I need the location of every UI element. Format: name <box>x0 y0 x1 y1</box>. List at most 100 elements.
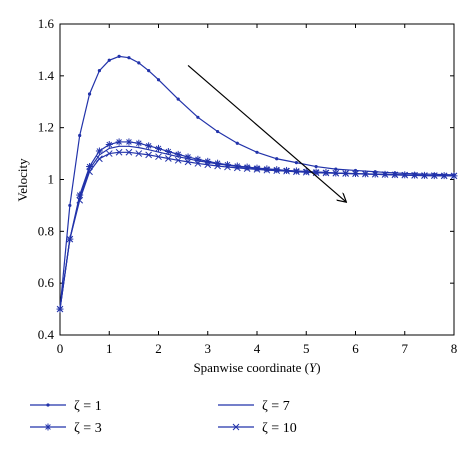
data-point-x <box>204 161 212 169</box>
data-point-x <box>66 235 74 243</box>
data-point-dot <box>275 157 279 161</box>
data-point-dot <box>147 69 151 73</box>
data-point-asterisk <box>105 141 113 149</box>
data-point-x <box>342 170 350 177</box>
y-tick-label: 1.2 <box>38 120 54 135</box>
x-axis-label: Spanwise coordinate (Y) <box>193 360 320 375</box>
data-point-dot <box>235 141 239 145</box>
data-point-dot <box>87 92 92 96</box>
data-point-x <box>440 172 448 180</box>
data-point-x <box>253 166 261 173</box>
data-point-x <box>135 150 143 157</box>
data-point-dot <box>294 161 298 165</box>
data-point-x <box>164 155 172 162</box>
data-point-dot <box>334 167 338 171</box>
y-tick-label: 0.6 <box>38 275 55 290</box>
data-point-asterisk <box>44 423 52 431</box>
x-tick-label: 6 <box>352 341 359 356</box>
data-point-x <box>430 172 438 179</box>
legend-item: ζ = 10 <box>218 421 297 436</box>
series-line <box>59 55 455 310</box>
data-point-asterisk <box>95 147 103 155</box>
data-point-x <box>233 164 241 172</box>
data-point-x <box>361 170 369 178</box>
data-point-dot <box>314 164 318 169</box>
data-point-x <box>293 168 300 176</box>
legend-label: ζ = 7 <box>262 399 290 414</box>
data-point-dot <box>176 97 180 101</box>
data-point-x <box>371 170 379 178</box>
plot-area <box>59 23 455 336</box>
series-group <box>56 54 458 313</box>
data-point-x <box>232 423 240 431</box>
legend-label: ζ = 3 <box>74 421 102 436</box>
data-point-x <box>56 305 64 313</box>
data-point-x <box>125 148 133 156</box>
data-point-x <box>174 156 182 164</box>
data-point-x <box>322 169 330 177</box>
data-point-x <box>302 168 310 176</box>
data-point-asterisk <box>125 138 133 146</box>
x-tick-label: 7 <box>402 341 409 356</box>
legend-item: ζ = 7 <box>218 399 290 414</box>
data-point-x <box>214 162 221 170</box>
data-point-dot <box>255 150 259 154</box>
y-tick-label: 0.8 <box>38 223 54 238</box>
data-point-x <box>105 150 113 157</box>
data-point-dot <box>107 58 111 62</box>
data-point-x <box>450 172 458 180</box>
data-point-x <box>421 172 428 179</box>
data-point-x <box>224 163 231 171</box>
data-point-dot <box>127 56 131 60</box>
data-point-dot <box>196 115 200 119</box>
y-tick-label: 0.4 <box>38 327 55 342</box>
data-point-x <box>283 167 290 175</box>
data-point-dot <box>117 54 121 58</box>
data-point-x <box>391 171 399 179</box>
data-point-x <box>273 167 281 175</box>
data-point-asterisk <box>135 139 143 147</box>
data-point-asterisk <box>145 142 153 150</box>
data-point-x <box>96 155 103 163</box>
data-point-x <box>155 153 162 161</box>
data-point-x <box>115 148 123 156</box>
legend-item: ζ = 3 <box>30 421 102 436</box>
data-point-dot <box>68 203 72 208</box>
y-axis-label: Velocity <box>15 158 30 202</box>
data-point-x <box>401 171 409 179</box>
data-point-x <box>76 196 84 204</box>
annotation-group <box>187 65 346 201</box>
legend: ζ = 1 ζ = 3 ζ = 7 ζ = 10 <box>30 399 297 436</box>
x-tick-label: 3 <box>205 341 212 356</box>
data-point-dot <box>78 133 82 138</box>
data-point-x <box>194 160 202 167</box>
trend-arrow <box>187 65 346 201</box>
data-point-x <box>381 171 389 178</box>
data-point-dot <box>137 61 141 65</box>
y-tick-label: 1.6 <box>38 16 55 31</box>
data-point-x <box>145 151 153 159</box>
x-tick-label: 0 <box>57 341 64 356</box>
x-tick-label: 5 <box>303 341 310 356</box>
data-point-x <box>411 171 418 179</box>
y-tick-label: 1 <box>48 172 55 187</box>
x-tick-label: 2 <box>155 341 162 356</box>
data-point-x <box>263 166 271 174</box>
data-point-asterisk <box>155 144 162 152</box>
data-point-x <box>184 158 192 166</box>
data-point-dot <box>156 78 161 82</box>
data-point-x <box>86 168 93 176</box>
legend-label: ζ = 10 <box>262 421 297 436</box>
series-4 <box>56 148 458 313</box>
x-tick-label: 1 <box>106 341 113 356</box>
data-point-x <box>332 169 340 177</box>
data-point-dot <box>46 403 50 407</box>
legend-item: ζ = 1 <box>30 399 102 414</box>
data-point-x <box>352 170 359 178</box>
axis-ticks: 0 1 2 3 4 5 6 7 8 0.4 0.6 0.8 1 1.2 1.4 1.6 <box>38 16 458 356</box>
data-point-asterisk <box>115 138 123 146</box>
x-tick-label: 8 <box>451 341 458 356</box>
y-tick-label: 1.4 <box>38 68 55 83</box>
data-point-dot <box>216 129 220 134</box>
x-tick-label: 4 <box>254 341 261 356</box>
